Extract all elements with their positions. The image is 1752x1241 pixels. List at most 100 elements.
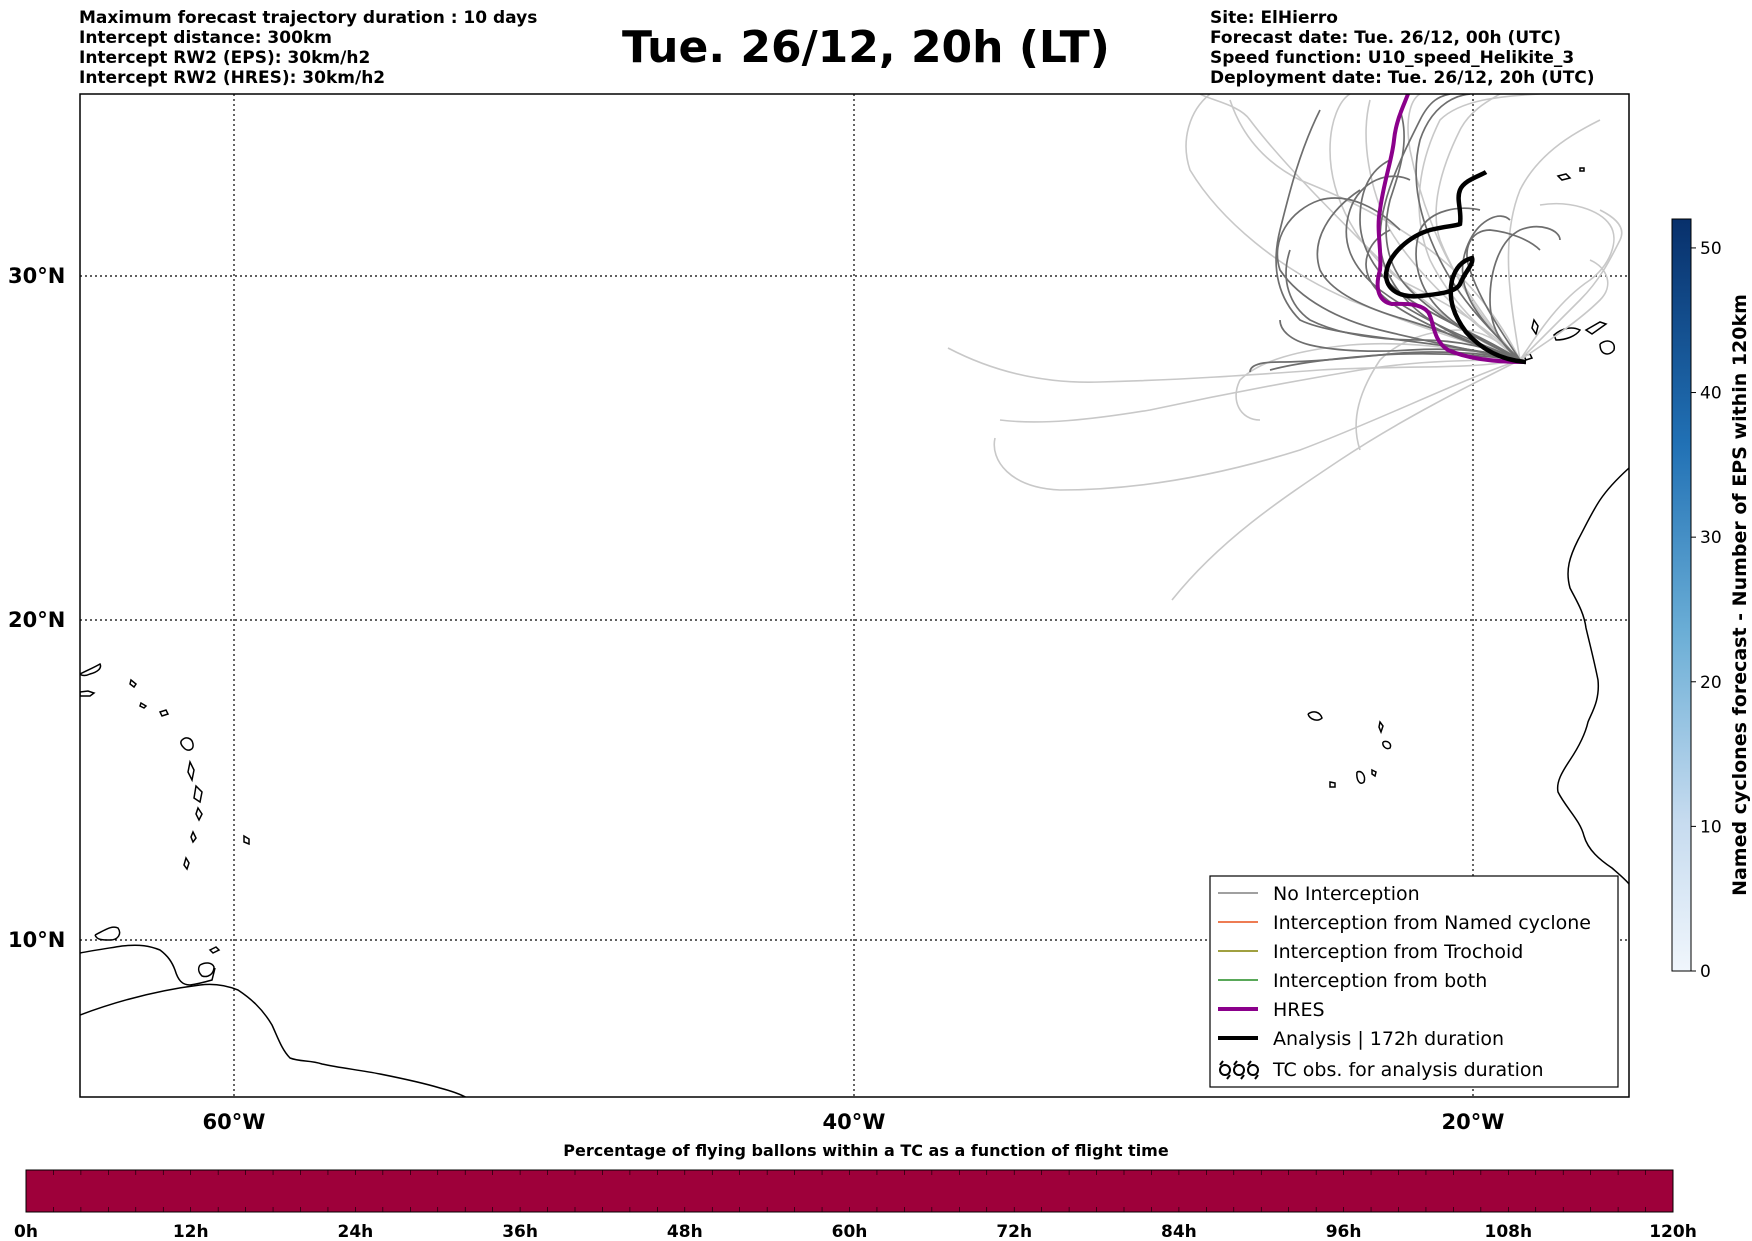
island-barbados [243, 834, 250, 846]
island-st-vincent [190, 830, 197, 844]
legend-label: No Interception [1273, 883, 1420, 905]
colorbar-tick-label: 10 [1700, 817, 1722, 837]
island-gran-canaria [1599, 340, 1616, 355]
flight-time-bar-title: Percentage of flying ballons within a TC… [563, 1141, 1169, 1160]
flight-time-tick-label: 12h [173, 1222, 209, 1241]
header-left-line: Maximum forecast trajectory duration : 1… [79, 8, 538, 28]
eps-trajectory [1359, 159, 1521, 361]
eps-trajectory [1249, 351, 1521, 373]
legend-label: Interception from Trochoid [1273, 941, 1523, 963]
island-small-2 [139, 701, 148, 709]
header-right-info: Site: ElHierro Forecast date: Tue. 26/12… [1210, 8, 1595, 88]
island-fuerteventura [1584, 321, 1608, 335]
island-trinidad [197, 962, 215, 978]
island-cape-verde-boavista [1382, 740, 1392, 750]
island-la-palma [1531, 318, 1539, 336]
header-left-line: Intercept RW2 (EPS): 30km/h2 [79, 48, 371, 68]
header-right-line: Speed function: U10_speed_Helikite_3 [1210, 48, 1575, 68]
flight-time-bar: Percentage of flying ballons within a TC… [14, 1141, 1697, 1241]
flight-time-bar-ticks: 0h 12h 24h 36h 48h 60h 72h 84h 96h 108h 120h [14, 1222, 1697, 1241]
header-right-line: Deployment date: Tue. 26/12, 20h (UTC) [1210, 68, 1595, 88]
eps-trajectory [1519, 202, 1615, 361]
colorbar-gradient [1671, 218, 1692, 972]
eps-trajectory [1418, 94, 1541, 361]
eps-trajectory [999, 359, 1521, 423]
legend-label: Analysis | 172h duration [1273, 1028, 1504, 1050]
colorbar-label: Named cyclones forecast - Number of EPS … [1729, 294, 1751, 896]
coastline-africa [1556, 467, 1629, 885]
legend-label: Interception from Named cyclone [1273, 912, 1591, 934]
flight-time-tick-label: 108h [1485, 1222, 1533, 1241]
island-tobago [208, 946, 221, 954]
colorbar-tick-label: 40 [1700, 384, 1722, 404]
eps-trajectory [1519, 209, 1623, 361]
colorbar-ticks: 0 10 20 30 40 50 [1691, 239, 1722, 982]
eps-trajectory [1279, 319, 1521, 361]
island-cape-verde-sal [1378, 720, 1384, 735]
legend: No Interception Interception from Named … [1209, 875, 1619, 1088]
island-hispaniola-tip [80, 662, 102, 677]
flight-time-bar-minor-ticks [53, 1170, 1646, 1212]
flight-time-tick-label: 48h [667, 1222, 703, 1241]
lat-label-20n: 20°N [8, 608, 65, 632]
tc-symbol-icons [1219, 1060, 1259, 1080]
flight-time-tick-label: 96h [1326, 1222, 1362, 1241]
lat-label-10n: 10°N [8, 928, 65, 952]
eps-trajectory [1435, 94, 1521, 361]
colorbar: 0 10 20 30 40 50 Named cyclones forecast - Nu… [1671, 218, 1751, 982]
island-st-lucia [195, 806, 203, 822]
header-right-line: Forecast date: Tue. 26/12, 00h (UTC) [1210, 28, 1561, 48]
lat-label-30n: 30°N [8, 264, 65, 288]
legend-box [1209, 875, 1619, 1088]
hres-trajectory [1375, 94, 1527, 364]
island-cape-verde-maio [1371, 768, 1377, 778]
flight-time-tick-label: 24h [338, 1222, 374, 1241]
header-left-info: Maximum forecast trajectory duration : 1… [79, 8, 537, 88]
eps-trajectory [947, 347, 1521, 383]
eps-trajectory [1466, 229, 1541, 361]
eps-trajectory [1519, 259, 1609, 361]
legend-label: Interception from both [1273, 970, 1487, 992]
colorbar-tick-label: 20 [1700, 673, 1722, 693]
colorbar-tick-label: 0 [1700, 962, 1711, 982]
island-dominica [187, 759, 195, 783]
header-right-line: Site: ElHierro [1210, 8, 1338, 28]
header-left-line: Intercept distance: 300km [79, 28, 332, 48]
island-guadeloupe [180, 737, 194, 751]
island-small-1 [129, 678, 138, 689]
flight-time-tick-label: 120h [1649, 1222, 1697, 1241]
colorbar-tick-label: 50 [1700, 239, 1722, 259]
legend-label: TC obs. for analysis duration [1272, 1059, 1544, 1081]
island-grenada [183, 856, 190, 871]
coastlines [80, 167, 1629, 1097]
colorbar-tick-label: 30 [1700, 528, 1722, 548]
island-antigua [158, 709, 170, 717]
coastline-south-america [80, 983, 467, 1097]
flight-time-tick-label: 0h [14, 1222, 38, 1241]
eps-trajectory [1285, 249, 1521, 361]
eps-trajectory [1407, 94, 1521, 361]
eps-trajectory [993, 359, 1521, 491]
lon-label-20w: 20°W [1442, 1110, 1505, 1134]
flight-time-tick-label: 36h [502, 1222, 538, 1241]
lon-label-40w: 40°W [823, 1110, 886, 1134]
island-cape-verde-fogo [1329, 781, 1336, 788]
island-porto-santo [1579, 167, 1585, 172]
legend-label: HRES [1273, 999, 1325, 1021]
eps-trajectory [1365, 99, 1521, 361]
header-left-line: Intercept RW2 (HRES): 30km/h2 [79, 68, 386, 88]
eps-trajectory [1345, 175, 1521, 361]
island-puerto-rico [80, 690, 96, 697]
map-frame [79, 93, 1630, 1098]
lon-label-60w: 60°W [203, 1110, 266, 1134]
plot-title: Tue. 26/12, 20h (LT) [622, 22, 1110, 73]
eps-trajectory [1507, 119, 1601, 361]
island-cape-verde-santo-antao [1307, 711, 1323, 721]
coastline-lake-maracaibo [94, 926, 121, 941]
analysis-trajectory [1383, 170, 1527, 365]
island-madeira [1556, 173, 1572, 181]
eps-trajectory [1171, 359, 1521, 601]
eps-trajectory [1489, 225, 1561, 361]
flight-time-tick-label: 72h [996, 1222, 1032, 1241]
